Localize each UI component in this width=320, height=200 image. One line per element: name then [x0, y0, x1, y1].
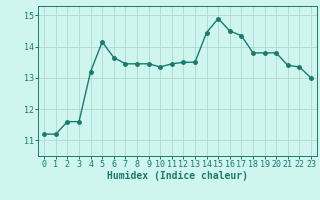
X-axis label: Humidex (Indice chaleur): Humidex (Indice chaleur) [107, 171, 248, 181]
